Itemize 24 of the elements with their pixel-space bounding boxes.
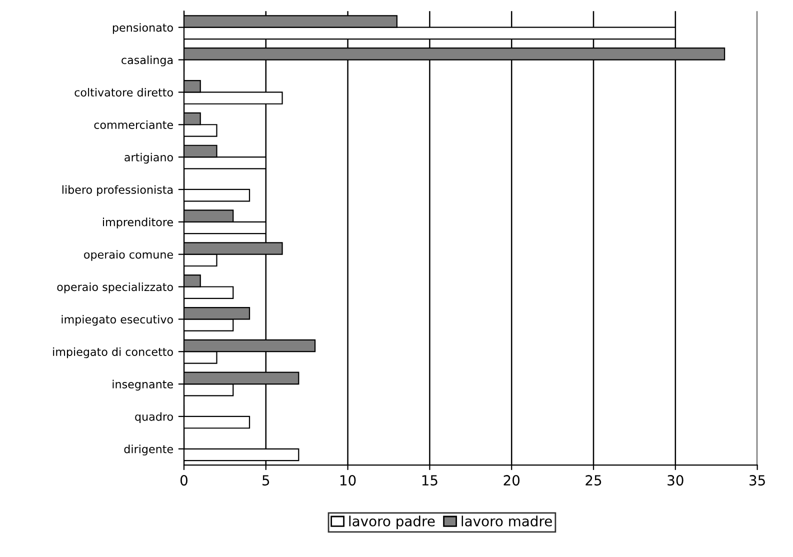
legend-label: lavoro madre xyxy=(462,516,552,526)
x-tick-label: 35 xyxy=(750,475,765,486)
y-tick-label: dirigente xyxy=(124,444,173,456)
x-tick-label: 5 xyxy=(262,475,270,486)
y-tick-label: commerciante xyxy=(94,120,173,130)
x-tick-label: 15 xyxy=(422,475,438,486)
y-tick-label: pensionato xyxy=(112,23,173,34)
x-tick-label: 10 xyxy=(340,475,356,486)
y-tick-label: impiegato esecutivo xyxy=(62,314,173,326)
y-tick-label: impiegato di concetto xyxy=(53,347,173,358)
x-tick-label: 25 xyxy=(586,475,602,486)
y-tick-label: operaio specializzato xyxy=(57,282,173,294)
x-tick-label: 20 xyxy=(504,475,520,486)
y-tick-label: libero professionista xyxy=(62,185,173,196)
y-tick-label: artigiano xyxy=(124,152,173,164)
x-tick-label: 30 xyxy=(668,475,684,486)
legend-label: lavoro padre xyxy=(349,516,435,530)
y-tick-label: quadro xyxy=(135,412,173,423)
y-tick-label: operaio comune xyxy=(84,250,173,261)
y-tick-label: insegnante xyxy=(112,380,173,391)
x-tick-label: 0 xyxy=(180,475,188,486)
y-tick-label: casalinga xyxy=(122,56,173,66)
y-tick-label: imprenditore xyxy=(102,218,173,228)
y-tick-label: coltivatore diretto xyxy=(74,88,173,97)
